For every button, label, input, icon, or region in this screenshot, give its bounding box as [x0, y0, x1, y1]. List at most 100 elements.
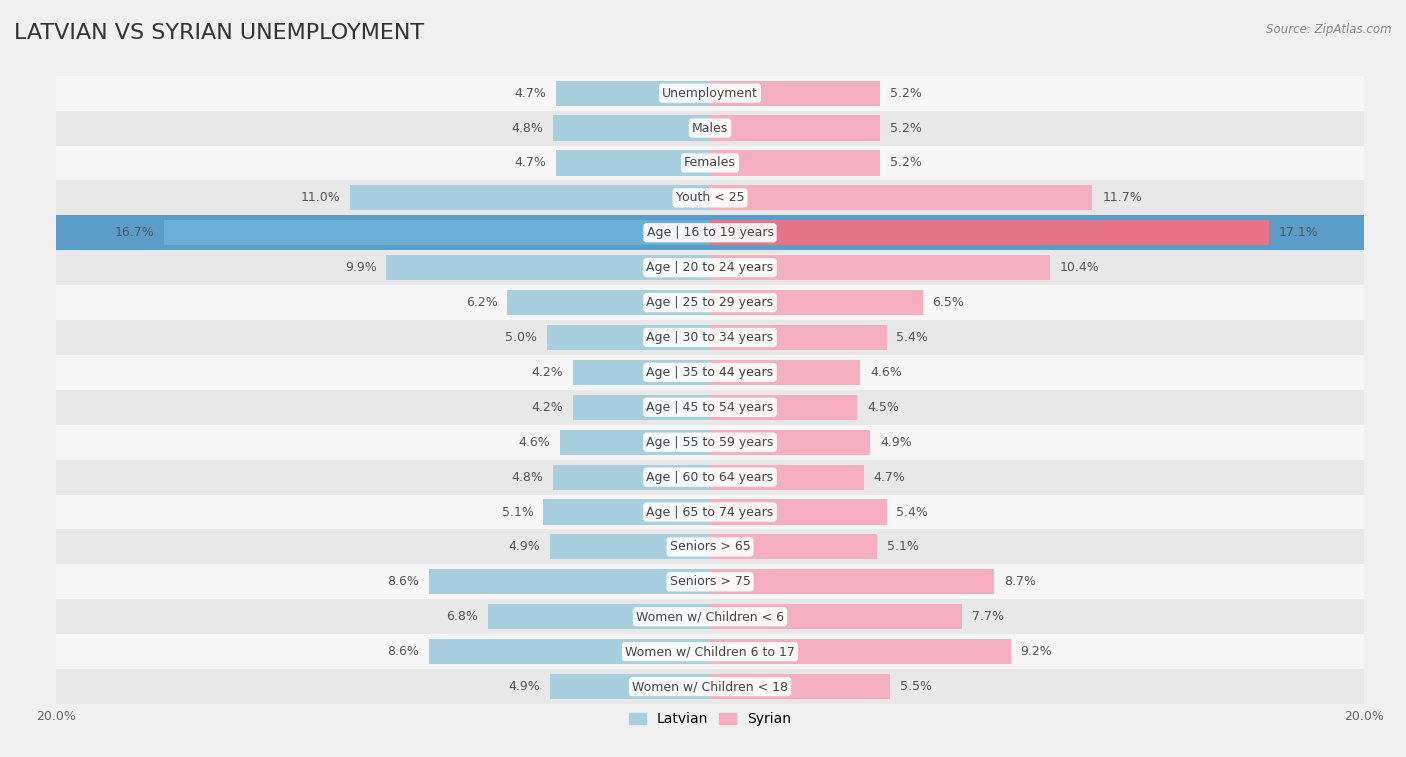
- Text: 9.9%: 9.9%: [344, 261, 377, 274]
- Text: Age | 60 to 64 years: Age | 60 to 64 years: [647, 471, 773, 484]
- Text: Age | 45 to 54 years: Age | 45 to 54 years: [647, 400, 773, 414]
- Text: Women w/ Children < 6: Women w/ Children < 6: [636, 610, 785, 623]
- Text: Age | 30 to 34 years: Age | 30 to 34 years: [647, 331, 773, 344]
- Bar: [543, 500, 710, 525]
- Bar: [557, 151, 710, 176]
- Text: 8.7%: 8.7%: [1004, 575, 1036, 588]
- Text: 4.2%: 4.2%: [531, 400, 562, 414]
- Bar: [710, 674, 890, 699]
- Bar: [56, 669, 1364, 704]
- Bar: [710, 116, 880, 141]
- Text: Age | 35 to 44 years: Age | 35 to 44 years: [647, 366, 773, 379]
- Text: Seniors > 75: Seniors > 75: [669, 575, 751, 588]
- Bar: [710, 151, 880, 176]
- Text: 5.1%: 5.1%: [502, 506, 533, 519]
- Bar: [56, 215, 1364, 251]
- Text: 4.9%: 4.9%: [509, 680, 540, 693]
- Text: Source: ZipAtlas.com: Source: ZipAtlas.com: [1267, 23, 1392, 36]
- Bar: [56, 529, 1364, 565]
- Bar: [550, 674, 710, 699]
- Text: 4.9%: 4.9%: [509, 540, 540, 553]
- Text: Age | 25 to 29 years: Age | 25 to 29 years: [647, 296, 773, 309]
- Text: 5.4%: 5.4%: [897, 331, 928, 344]
- Bar: [572, 394, 710, 420]
- Legend: Latvian, Syrian: Latvian, Syrian: [623, 706, 797, 731]
- Text: 4.7%: 4.7%: [515, 157, 547, 170]
- Bar: [710, 500, 887, 525]
- Bar: [56, 494, 1364, 529]
- Text: 16.7%: 16.7%: [114, 226, 155, 239]
- Bar: [560, 430, 710, 455]
- Bar: [557, 80, 710, 106]
- Bar: [56, 251, 1364, 285]
- Bar: [710, 185, 1092, 210]
- Text: Seniors > 65: Seniors > 65: [669, 540, 751, 553]
- Bar: [387, 255, 710, 280]
- Bar: [56, 76, 1364, 111]
- Bar: [710, 290, 922, 315]
- Text: Unemployment: Unemployment: [662, 86, 758, 100]
- Bar: [56, 145, 1364, 180]
- Bar: [550, 534, 710, 559]
- Text: Age | 20 to 24 years: Age | 20 to 24 years: [647, 261, 773, 274]
- Text: 5.1%: 5.1%: [887, 540, 918, 553]
- Text: Age | 65 to 74 years: Age | 65 to 74 years: [647, 506, 773, 519]
- Text: Women w/ Children < 18: Women w/ Children < 18: [633, 680, 787, 693]
- Text: 4.9%: 4.9%: [880, 436, 911, 449]
- Text: 6.5%: 6.5%: [932, 296, 965, 309]
- Bar: [710, 604, 962, 629]
- Text: 4.5%: 4.5%: [868, 400, 898, 414]
- Bar: [710, 80, 880, 106]
- Bar: [710, 639, 1011, 664]
- Bar: [710, 325, 887, 350]
- Bar: [429, 639, 710, 664]
- Text: 5.2%: 5.2%: [890, 157, 922, 170]
- Bar: [710, 465, 863, 490]
- Text: 5.2%: 5.2%: [890, 122, 922, 135]
- Text: 6.8%: 6.8%: [446, 610, 478, 623]
- Bar: [56, 180, 1364, 215]
- Bar: [429, 569, 710, 594]
- Text: Women w/ Children 6 to 17: Women w/ Children 6 to 17: [626, 645, 794, 658]
- Bar: [710, 430, 870, 455]
- Text: 4.7%: 4.7%: [873, 471, 905, 484]
- Bar: [56, 320, 1364, 355]
- Text: 4.7%: 4.7%: [515, 86, 547, 100]
- Text: Females: Females: [685, 157, 735, 170]
- Text: 11.0%: 11.0%: [301, 192, 340, 204]
- Bar: [553, 465, 710, 490]
- Text: 9.2%: 9.2%: [1021, 645, 1052, 658]
- Bar: [56, 425, 1364, 459]
- Text: 10.4%: 10.4%: [1060, 261, 1099, 274]
- Bar: [56, 634, 1364, 669]
- Bar: [56, 600, 1364, 634]
- Text: 5.4%: 5.4%: [897, 506, 928, 519]
- Text: 4.8%: 4.8%: [512, 122, 543, 135]
- Bar: [56, 459, 1364, 494]
- Text: Age | 16 to 19 years: Age | 16 to 19 years: [647, 226, 773, 239]
- Bar: [572, 360, 710, 385]
- Text: Age | 55 to 59 years: Age | 55 to 59 years: [647, 436, 773, 449]
- Bar: [56, 390, 1364, 425]
- Text: 4.2%: 4.2%: [531, 366, 562, 379]
- Text: 17.1%: 17.1%: [1279, 226, 1319, 239]
- Text: LATVIAN VS SYRIAN UNEMPLOYMENT: LATVIAN VS SYRIAN UNEMPLOYMENT: [14, 23, 425, 42]
- Bar: [56, 215, 1364, 251]
- Bar: [56, 111, 1364, 145]
- Text: 8.6%: 8.6%: [387, 645, 419, 658]
- Bar: [710, 394, 858, 420]
- Bar: [508, 290, 710, 315]
- Bar: [350, 185, 710, 210]
- Bar: [165, 220, 710, 245]
- Bar: [710, 534, 877, 559]
- Text: 6.2%: 6.2%: [465, 296, 498, 309]
- Text: Males: Males: [692, 122, 728, 135]
- Bar: [710, 569, 994, 594]
- Text: Youth < 25: Youth < 25: [676, 192, 744, 204]
- Text: 4.6%: 4.6%: [517, 436, 550, 449]
- Text: 5.2%: 5.2%: [890, 86, 922, 100]
- Text: 4.8%: 4.8%: [512, 471, 543, 484]
- Text: 4.6%: 4.6%: [870, 366, 903, 379]
- Bar: [56, 285, 1364, 320]
- Bar: [710, 360, 860, 385]
